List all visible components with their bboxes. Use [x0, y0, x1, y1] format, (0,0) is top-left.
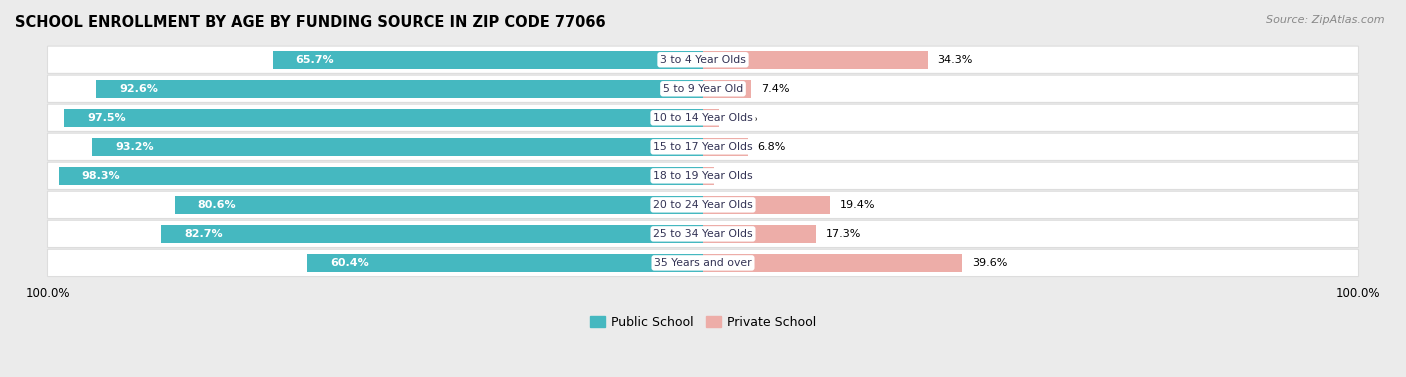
- FancyBboxPatch shape: [48, 104, 1358, 132]
- Text: 5 to 9 Year Old: 5 to 9 Year Old: [662, 84, 744, 94]
- Text: Source: ZipAtlas.com: Source: ZipAtlas.com: [1267, 15, 1385, 25]
- Text: 19.4%: 19.4%: [839, 200, 876, 210]
- Text: 92.6%: 92.6%: [120, 84, 157, 94]
- Bar: [93, 138, 703, 156]
- FancyBboxPatch shape: [48, 133, 1358, 161]
- FancyBboxPatch shape: [48, 75, 1358, 103]
- Text: 20 to 24 Year Olds: 20 to 24 Year Olds: [654, 200, 752, 210]
- Bar: [65, 109, 703, 127]
- Text: 80.6%: 80.6%: [198, 200, 236, 210]
- Text: 18 to 19 Year Olds: 18 to 19 Year Olds: [654, 171, 752, 181]
- Bar: [174, 196, 703, 214]
- Text: 93.2%: 93.2%: [115, 142, 153, 152]
- FancyBboxPatch shape: [48, 191, 1358, 219]
- FancyBboxPatch shape: [48, 249, 1358, 277]
- Text: 10 to 14 Year Olds: 10 to 14 Year Olds: [654, 113, 752, 123]
- Text: 17.3%: 17.3%: [827, 229, 862, 239]
- Bar: [703, 138, 748, 156]
- Text: 65.7%: 65.7%: [295, 55, 335, 65]
- Text: 82.7%: 82.7%: [184, 229, 222, 239]
- Text: 7.4%: 7.4%: [761, 84, 790, 94]
- Text: 3 to 4 Year Olds: 3 to 4 Year Olds: [659, 55, 747, 65]
- Bar: [703, 196, 830, 214]
- Text: 35 Years and over: 35 Years and over: [654, 258, 752, 268]
- Text: 1.7%: 1.7%: [724, 171, 752, 181]
- FancyBboxPatch shape: [48, 46, 1358, 74]
- Text: 98.3%: 98.3%: [82, 171, 121, 181]
- Text: 34.3%: 34.3%: [938, 55, 973, 65]
- Text: 6.8%: 6.8%: [758, 142, 786, 152]
- Bar: [96, 80, 703, 98]
- Bar: [703, 254, 963, 272]
- Bar: [703, 225, 817, 243]
- Legend: Public School, Private School: Public School, Private School: [589, 316, 817, 328]
- Text: 2.5%: 2.5%: [730, 113, 758, 123]
- Bar: [162, 225, 703, 243]
- Bar: [59, 167, 703, 185]
- Bar: [308, 254, 703, 272]
- Text: 60.4%: 60.4%: [330, 258, 368, 268]
- Bar: [703, 167, 714, 185]
- FancyBboxPatch shape: [48, 220, 1358, 248]
- FancyBboxPatch shape: [48, 162, 1358, 190]
- Text: SCHOOL ENROLLMENT BY AGE BY FUNDING SOURCE IN ZIP CODE 77066: SCHOOL ENROLLMENT BY AGE BY FUNDING SOUR…: [15, 15, 606, 30]
- Bar: [273, 51, 703, 69]
- Text: 39.6%: 39.6%: [973, 258, 1008, 268]
- Text: 15 to 17 Year Olds: 15 to 17 Year Olds: [654, 142, 752, 152]
- Bar: [703, 51, 928, 69]
- Bar: [703, 80, 751, 98]
- Bar: [703, 109, 720, 127]
- Text: 25 to 34 Year Olds: 25 to 34 Year Olds: [654, 229, 752, 239]
- Text: 97.5%: 97.5%: [87, 113, 125, 123]
